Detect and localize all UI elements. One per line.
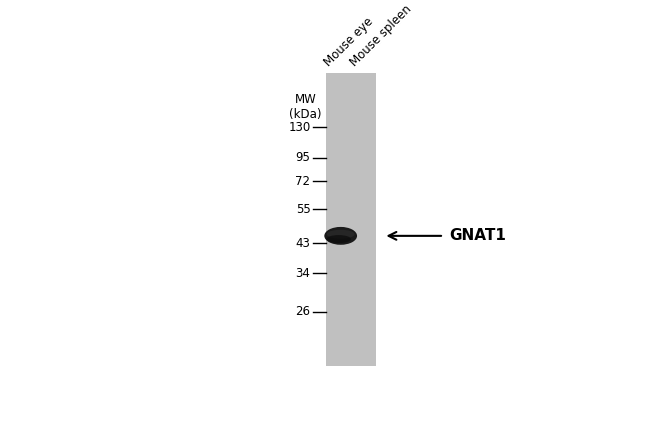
- Text: 95: 95: [296, 151, 311, 165]
- Text: 72: 72: [296, 175, 311, 188]
- Text: MW
(kDa): MW (kDa): [289, 93, 322, 121]
- Text: Mouse eye: Mouse eye: [321, 14, 376, 68]
- Ellipse shape: [327, 230, 355, 239]
- Text: 130: 130: [288, 121, 311, 133]
- Ellipse shape: [324, 227, 357, 245]
- Text: Mouse spleen: Mouse spleen: [348, 2, 415, 68]
- Text: 34: 34: [296, 267, 311, 280]
- Text: 43: 43: [296, 236, 311, 249]
- Ellipse shape: [326, 235, 351, 243]
- Bar: [326, 73, 376, 366]
- Text: 26: 26: [296, 306, 311, 318]
- Text: GNAT1: GNAT1: [449, 228, 506, 243]
- Text: 55: 55: [296, 203, 311, 216]
